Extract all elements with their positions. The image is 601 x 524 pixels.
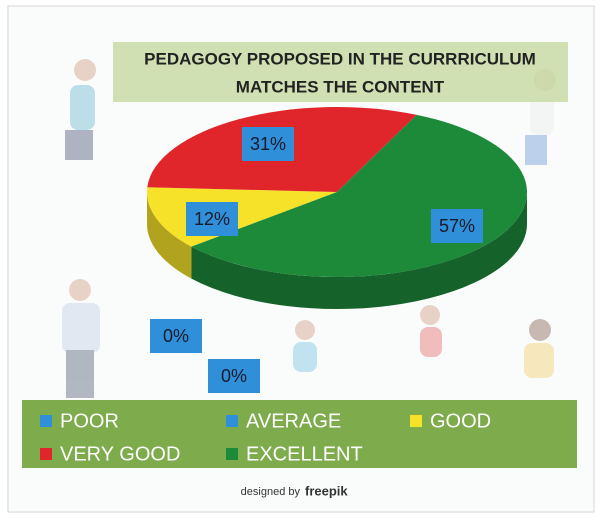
data-label-box [431, 209, 483, 243]
legend-swatch [410, 415, 422, 427]
data-labels: 0% 0% 12% 31% 57% [150, 127, 483, 393]
legend: POOR AVERAGE GOOD VERY GOOD EXCELLENT [40, 410, 491, 465]
data-label: 0% [221, 366, 247, 386]
data-label-box [150, 319, 202, 353]
data-label: 57% [439, 216, 475, 236]
slice-side [191, 192, 528, 309]
data-label: 0% [163, 326, 189, 346]
title-box [113, 42, 568, 102]
legend-label: POOR [60, 410, 119, 432]
credit: designed by [241, 486, 301, 498]
legend-swatch [40, 448, 52, 460]
slice-side [147, 192, 192, 279]
legend-label: AVERAGE [246, 410, 341, 432]
legend-swatch [226, 415, 238, 427]
data-label-box [242, 127, 294, 161]
data-label: 31% [250, 134, 286, 154]
credit-brand: freepik [305, 483, 348, 498]
legend-label: EXCELLENT [246, 443, 363, 465]
legend-swatch [40, 415, 52, 427]
chart-title: PEDAGOGY PROPOSED IN THE CURRRICULUM [144, 49, 536, 68]
legend-label: GOOD [430, 410, 491, 432]
legend-label: VERY GOOD [60, 443, 180, 465]
chart-title: MATCHES THE CONTENT [236, 77, 445, 96]
data-label: 12% [194, 209, 230, 229]
legend-box [22, 400, 577, 468]
legend-swatch [226, 448, 238, 460]
data-label-box [186, 202, 238, 236]
data-label-box [208, 359, 260, 393]
